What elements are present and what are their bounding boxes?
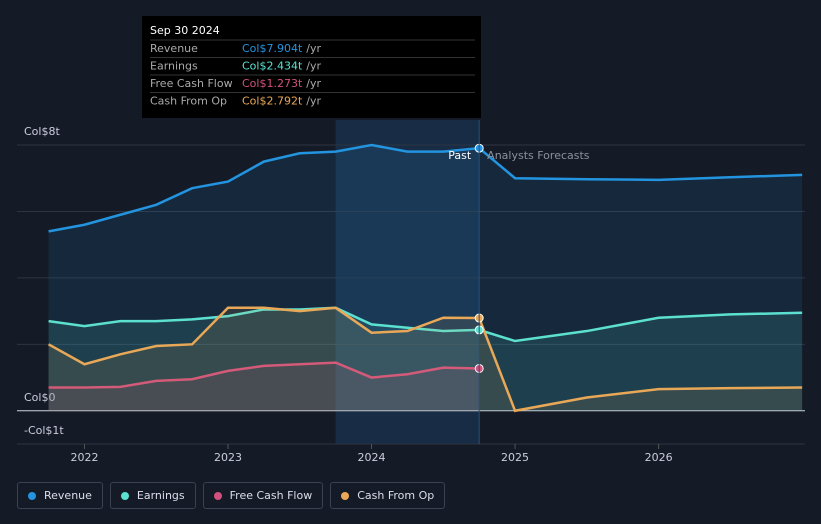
series-area — [48, 145, 803, 411]
tooltip-date: Sep 30 2024 — [150, 24, 220, 37]
tooltip-label: Cash From Op — [150, 95, 227, 108]
tooltip-value: Col$7.904t/yr — [242, 42, 321, 55]
tooltip-value-text: Col$2.792t — [242, 95, 303, 108]
legend-item[interactable]: Earnings — [109, 482, 196, 509]
legend-item[interactable]: Cash From Op — [330, 482, 446, 509]
tooltip-label: Earnings — [150, 60, 198, 73]
series-line — [48, 306, 803, 343]
legend-label: Earnings — [136, 489, 185, 502]
y-tick-label: Col$8t — [24, 125, 60, 138]
series-line — [48, 143, 803, 233]
series-line — [47, 306, 803, 413]
tooltip-value: Col$1.273t/yr — [242, 77, 321, 90]
tooltip: Sep 30 2024 Revenue Col$7.904t/yr Earnings C… — [142, 16, 481, 118]
legend-item[interactable]: Revenue — [17, 482, 103, 509]
tooltip-value-text: Col$2.434t — [242, 60, 303, 73]
legend-swatch — [213, 491, 222, 500]
x-tick-label: 2022 — [70, 451, 98, 464]
chart: Col$8t Col$0 -Col$1t 2022 2023 2024 2025 2026 Pa… — [17, 16, 805, 464]
tooltip-value: Col$2.434t/yr — [242, 60, 321, 73]
x-tick-label: 2023 — [214, 451, 242, 464]
series-line — [48, 361, 480, 389]
series-area — [48, 362, 480, 411]
past-highlight — [335, 120, 480, 444]
past-label: Past — [448, 149, 472, 162]
legend-swatch — [28, 491, 36, 500]
tooltip-label: Revenue — [150, 42, 198, 55]
tooltip-value-text: Col$7.904t — [242, 42, 303, 55]
x-tick-label: 2024 — [358, 451, 386, 464]
tooltip-unit: /yr — [306, 77, 321, 90]
legend-label: Cash From Op — [357, 489, 435, 502]
tooltip-unit: /yr — [306, 95, 321, 108]
tooltip-unit: /yr — [306, 42, 321, 55]
y-tick-label: Col$0 — [24, 391, 55, 404]
x-tick-label: 2025 — [501, 451, 529, 464]
legend-label: Free Cash Flow — [229, 489, 313, 502]
tooltip-value: Col$2.792t/yr — [242, 95, 321, 108]
tooltip-label: Free Cash Flow — [150, 77, 233, 90]
tooltip-unit: /yr — [306, 60, 321, 73]
legend-swatch — [341, 491, 350, 500]
y-tick-label: -Col$1t — [24, 424, 64, 437]
series-area — [48, 307, 803, 411]
legend-item[interactable]: Free Cash Flow — [202, 482, 324, 509]
legend-label: Revenue — [44, 489, 92, 502]
forecast-label: Analysts Forecasts — [487, 149, 590, 162]
legend-swatch — [120, 491, 129, 500]
series-area — [48, 307, 803, 411]
legend: Revenue Earnings Free Cash Flow Cash From O… — [17, 482, 446, 509]
tooltip-bg — [142, 16, 481, 118]
x-tick-label: 2026 — [645, 451, 673, 464]
tooltip-value-text: Col$1.273t — [242, 77, 303, 90]
